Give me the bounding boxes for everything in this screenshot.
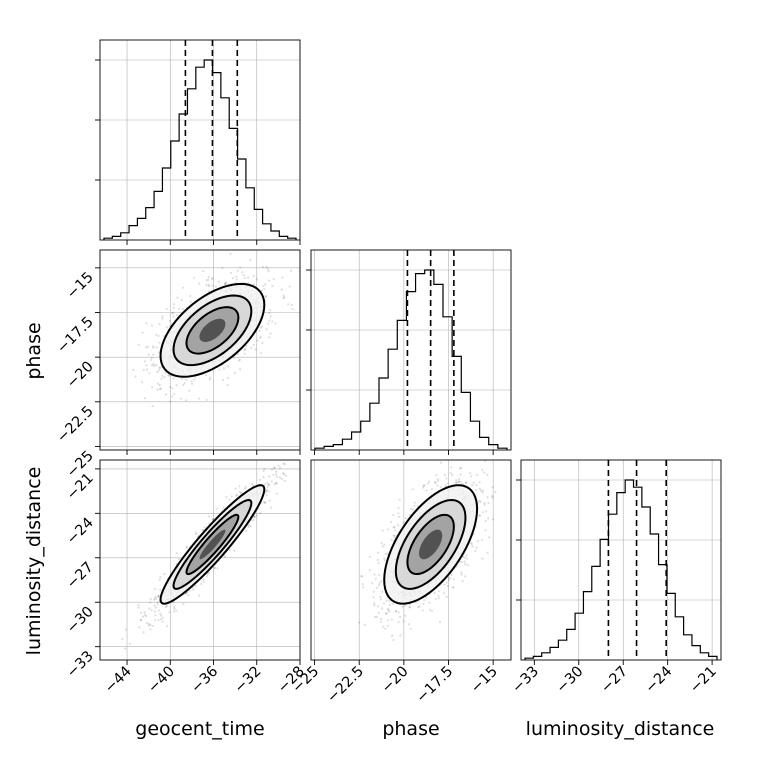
contour-line — [185, 513, 240, 576]
contour-line — [159, 484, 266, 605]
histogram-phase — [314, 269, 508, 450]
y-tick-label: −30 — [64, 604, 97, 637]
y-tick-label: −22.5 — [54, 403, 97, 446]
x-tick-label: −15 — [468, 664, 501, 697]
x-tick-label: −27 — [598, 664, 631, 697]
x-tick-label: −21 — [687, 664, 720, 697]
x-tick-label: −32 — [232, 664, 265, 697]
histogram-geocent_time — [103, 59, 297, 240]
x-tick-label: −44 — [102, 664, 135, 697]
y-tick-label: −20 — [64, 359, 97, 392]
y-tick-label: −24 — [64, 515, 97, 548]
xlabel-phase: phase — [382, 718, 439, 740]
x-tick-label: −30 — [554, 664, 587, 697]
contour-line — [406, 513, 455, 576]
histogram-luminosity_distance — [524, 479, 718, 660]
hist-panel-luminosity_distance — [516, 459, 722, 665]
x-tick-label: −17.5 — [414, 664, 457, 707]
x-tick-label: −36 — [188, 664, 221, 697]
contour-line — [394, 499, 467, 590]
ylabel-phase: phase — [23, 322, 45, 379]
x-tick-label: −22.5 — [324, 664, 367, 707]
y-tick-label: −27 — [64, 559, 97, 592]
y-tick-label: −15 — [64, 269, 97, 302]
hist-panel-phase — [306, 249, 512, 455]
x-tick-label: −40 — [145, 664, 178, 697]
y-tick-label: −33 — [64, 648, 97, 681]
hist-panel-geocent_time — [95, 39, 301, 245]
density-level — [199, 529, 226, 560]
pair-panel-geocent_time-phase — [95, 249, 301, 455]
xlabel-geocent-time: geocent_time — [135, 718, 264, 740]
contour-line — [185, 306, 240, 355]
contour-line — [172, 499, 253, 590]
density-level — [199, 318, 226, 342]
density-level — [419, 529, 443, 560]
x-tick-label: −20 — [379, 664, 412, 697]
pair-panel-geocent_time-luminosity_distance — [95, 459, 301, 665]
contour-line — [159, 282, 266, 378]
pair-panel-phase-luminosity_distance — [310, 459, 512, 665]
x-tick-label: −33 — [509, 664, 542, 697]
xlabel-luminosity-distance: luminosity_distance — [526, 718, 715, 740]
contour-line — [383, 484, 479, 605]
ylabel-luminosity-distance: luminosity_distance — [23, 467, 45, 656]
x-tick-label: −24 — [643, 664, 676, 697]
contour-line — [172, 294, 253, 367]
y-tick-label: −17.5 — [54, 314, 97, 357]
